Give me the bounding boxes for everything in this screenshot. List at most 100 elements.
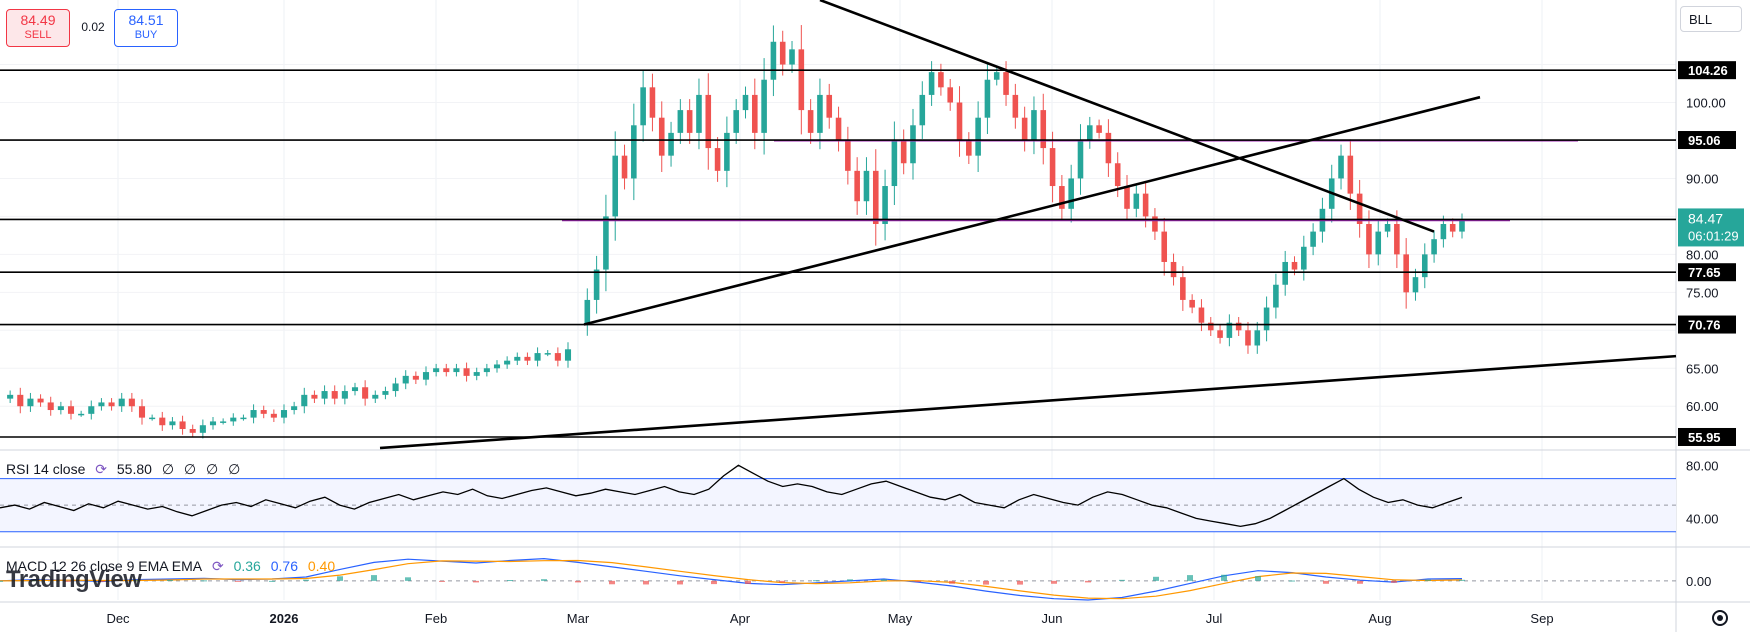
candle-body [1273,284,1279,308]
candle-body [854,170,860,202]
candle-body [443,368,450,373]
rsi-legend[interactable]: RSI 14 close ⟳ 55.80 ∅ ∅ ∅ ∅ [6,461,246,478]
candle-body [1310,231,1316,247]
macd-histogram-bar [167,580,173,582]
candle-body [947,87,954,103]
price-pane [0,0,1677,450]
current-price-tag [1678,208,1744,247]
macd-histogram-bar [65,580,71,582]
level-label-text: 55.95 [1688,430,1721,445]
candle-body [1077,140,1084,179]
sell-price: 84.49 [20,12,56,28]
candle-body [984,79,991,118]
candle-body [1198,307,1205,323]
candle-body [752,94,758,133]
candle-body [1226,322,1233,338]
candle-body [1217,330,1223,338]
macd-histogram-bar [235,580,241,582]
candle-body [37,398,44,403]
candle-body [301,394,308,407]
candle-body [534,353,541,361]
candle-body [668,132,674,156]
time-tick-label: May [888,611,913,626]
candle-body [686,110,693,133]
candle-body [544,353,551,355]
level-label-text: 104.26 [1688,63,1728,78]
candle-body [159,417,166,426]
candle-body [382,391,389,395]
candle-body [524,356,531,361]
macd-histogram-bar [915,580,921,583]
candle-body [1440,224,1447,240]
candle-body [621,155,628,179]
candle-body [372,394,379,399]
candle-body [321,391,328,399]
spread-value: 0.02 [81,20,105,34]
candle-body [463,368,470,376]
candle-body [1040,110,1047,149]
macd-histogram-bar [439,580,445,582]
candle-body [640,87,646,126]
candle-body [1152,216,1158,232]
candle-body [189,429,196,433]
candle-body [1114,163,1121,187]
candle-body [138,406,146,418]
time-tick-label: Jun [1042,611,1063,626]
candle-body [1031,110,1037,141]
candle-body [453,368,460,373]
rsi-extra-2: ∅ [183,461,197,477]
candle-body [658,117,665,156]
macd-histogram-bar [1255,576,1261,581]
macd-histogram-bar [983,580,989,585]
candle-body [956,102,963,141]
candle-body [910,125,916,164]
macd-histogram-bar [1357,580,1363,584]
candle-body [291,406,298,411]
candle-body [311,394,318,399]
candle-body [705,94,712,149]
candle-body [88,406,95,414]
rsi-extra-3: ∅ [206,461,219,477]
buy-price: 84.51 [128,12,164,28]
macd-histogram-bar [575,580,581,583]
current-price-text: 84.47 [1688,210,1723,226]
macd-settings-icon[interactable]: ⟳ [211,558,224,574]
sell-label: SELL [24,29,52,41]
candle-body [891,140,898,187]
settings-gear-icon[interactable] [1712,610,1728,626]
rsi-settings-icon[interactable]: ⟳ [95,461,107,477]
macd-histogram-bar [1187,575,1193,581]
candle-body [493,364,501,369]
macd-value: 0.36 [233,558,261,574]
macd-histogram-bar [1119,579,1125,581]
candle-body [1347,155,1354,194]
candle-body [98,402,105,407]
level-label-box [1678,315,1736,334]
candle-body [1291,261,1298,270]
sell-button[interactable]: 84.49 SELL [6,9,70,47]
candle-body [649,87,656,118]
rsi-tick-label: 40.00 [1686,511,1719,526]
macd-histogram-bar [0,580,3,582]
candle-body [770,41,777,80]
macd-histogram-bar [677,580,683,585]
rsi-extra-1: ∅ [161,461,175,477]
symbol-selector[interactable]: BLL [1680,6,1742,32]
candle-body [882,186,888,224]
buy-button[interactable]: 84.51 BUY [114,9,178,47]
candle-body [714,148,721,171]
candle-body [761,79,767,133]
rsi-band-fill [0,478,1676,532]
time-tick-label: Mar [567,611,590,626]
macd-tick-label: 0.00 [1686,574,1711,589]
candle-body [845,140,851,171]
macd-signal-value: 0.76 [270,558,298,574]
candle-body [27,398,34,407]
price-tick-label: 60.00 [1686,399,1719,414]
candle-body [1105,132,1112,164]
macd-histogram-bar [371,575,377,581]
macd-legend[interactable]: MACD 12 26 close 9 EMA EMA ⟳ 0.36 0.76 0… [6,558,341,575]
macd-histogram-bar [847,579,853,581]
macd-histogram-bar [133,580,139,582]
